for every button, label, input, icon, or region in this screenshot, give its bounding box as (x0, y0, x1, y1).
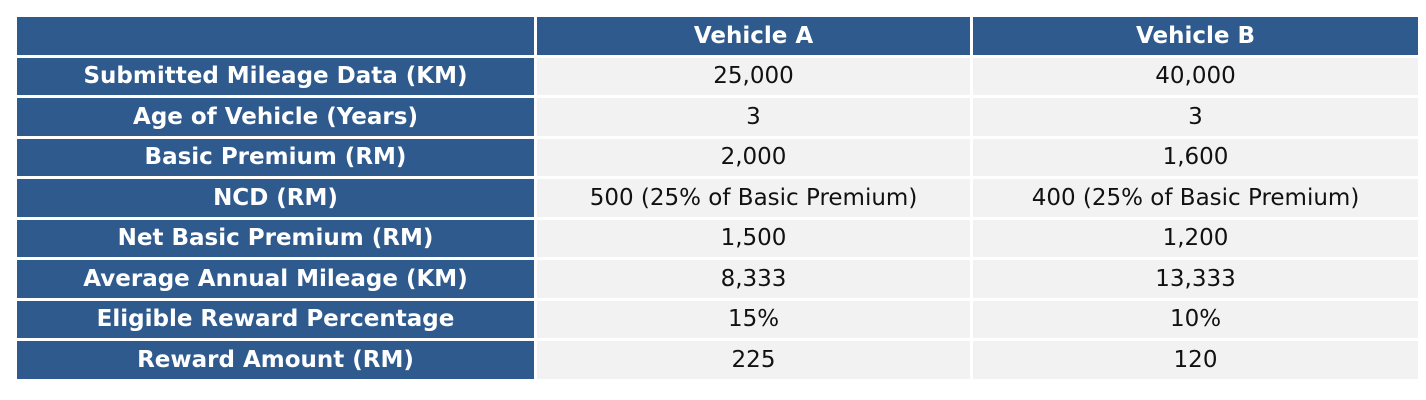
header-row: Vehicle A Vehicle B (17, 17, 1418, 55)
row-label: Basic Premium (RM) (17, 138, 534, 176)
vehicle-b-value: 13,333 (973, 260, 1418, 298)
row-label: Submitted Mileage Data (KM) (17, 57, 534, 95)
vehicle-a-value: 25,000 (537, 57, 970, 95)
vehicle-b-value: 1,200 (973, 219, 1418, 257)
table-row: Net Basic Premium (RM) 1,500 1,200 (17, 219, 1418, 257)
table-row: Basic Premium (RM) 2,000 1,600 (17, 138, 1418, 176)
vehicle-b-value: 40,000 (973, 57, 1418, 95)
vehicle-b-value: 400 (25% of Basic Premium) (973, 179, 1418, 217)
row-label: Age of Vehicle (Years) (17, 98, 534, 136)
table-row: Eligible Reward Percentage 15% 10% (17, 300, 1418, 338)
column-header-vehicle-b: Vehicle B (973, 17, 1418, 55)
row-label: NCD (RM) (17, 179, 534, 217)
row-label: Reward Amount (RM) (17, 341, 534, 379)
vehicle-b-value: 3 (973, 98, 1418, 136)
vehicle-a-value: 3 (537, 98, 970, 136)
row-label: Eligible Reward Percentage (17, 300, 534, 338)
vehicle-a-value: 8,333 (537, 260, 970, 298)
vehicle-a-value: 15% (537, 300, 970, 338)
table-row: Age of Vehicle (Years) 3 3 (17, 98, 1418, 136)
header-corner-cell (17, 17, 534, 55)
vehicle-b-value: 120 (973, 341, 1418, 379)
row-label: Average Annual Mileage (KM) (17, 260, 534, 298)
table-row: NCD (RM) 500 (25% of Basic Premium) 400 (2… (17, 179, 1418, 217)
vehicle-b-value: 1,600 (973, 138, 1418, 176)
vehicle-b-value: 10% (973, 300, 1418, 338)
column-header-vehicle-a: Vehicle A (537, 17, 970, 55)
vehicle-a-value: 1,500 (537, 219, 970, 257)
comparison-table: Vehicle A Vehicle B Submitted Mileage Da… (14, 14, 1421, 382)
table-row: Average Annual Mileage (KM) 8,333 13,333 (17, 260, 1418, 298)
table-row: Submitted Mileage Data (KM) 25,000 40,000 (17, 57, 1418, 95)
table-row: Reward Amount (RM) 225 120 (17, 341, 1418, 379)
row-label: Net Basic Premium (RM) (17, 219, 534, 257)
vehicle-a-value: 225 (537, 341, 970, 379)
table-body: Submitted Mileage Data (KM) 25,000 40,000 A… (17, 57, 1418, 379)
vehicle-a-value: 2,000 (537, 138, 970, 176)
vehicle-a-value: 500 (25% of Basic Premium) (537, 179, 970, 217)
